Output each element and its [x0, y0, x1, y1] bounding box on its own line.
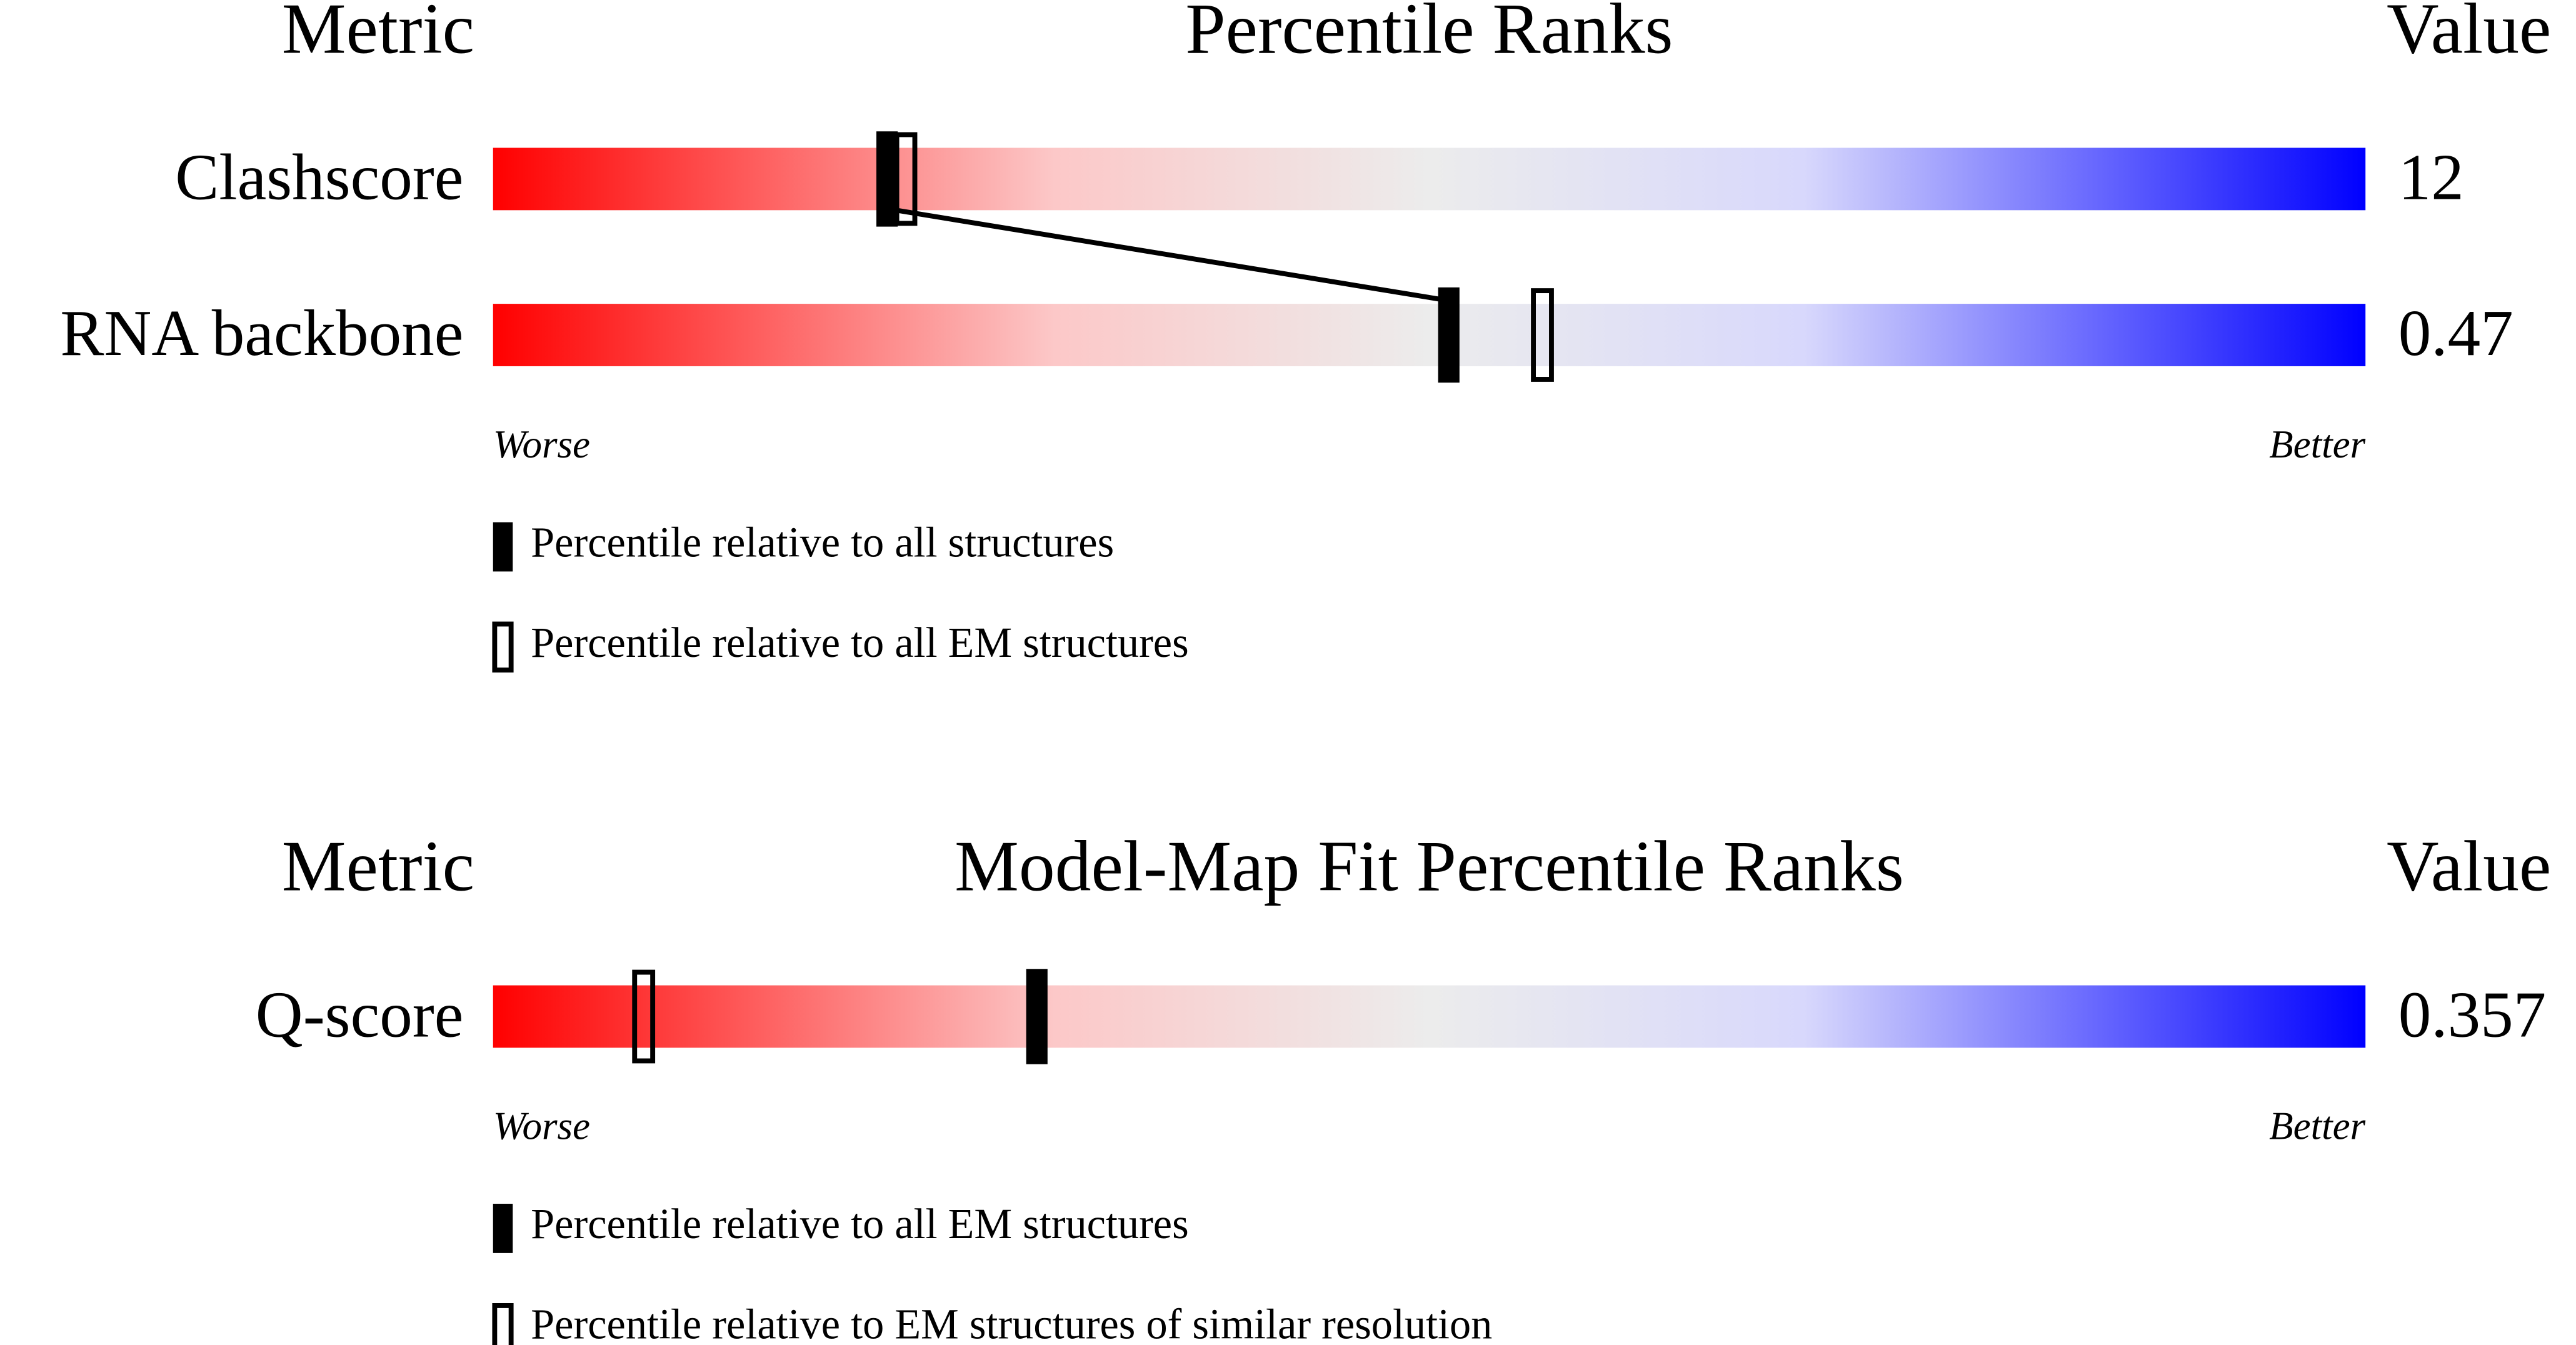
scale-better: Better	[2269, 422, 2366, 466]
metric-value: 12	[2398, 140, 2464, 213]
metric-value: 0.357	[2398, 978, 2546, 1051]
metric-header: Metric	[282, 0, 474, 69]
value-header: Value	[2387, 0, 2551, 69]
percentile-marker-hollow	[1531, 288, 1554, 382]
legend-text: Percentile relative to EM structures of …	[531, 1300, 1492, 1345]
scale-worse: Worse	[493, 422, 590, 466]
scale-worse: Worse	[493, 1104, 590, 1148]
percentile-marker-hollow	[894, 132, 918, 226]
legend-icon-filled	[493, 522, 513, 572]
legend-text: Percentile relative to all EM structures	[531, 1200, 1189, 1248]
percentile-bar	[493, 985, 2366, 1048]
percentile-marker-hollow	[632, 969, 656, 1064]
legend-icon-hollow	[492, 621, 514, 672]
legend-text: Percentile relative to all structures	[531, 519, 1114, 566]
metric-label: Q-score	[256, 978, 464, 1051]
metric-label: Clashscore	[175, 140, 463, 213]
percentile-marker-filled	[1026, 969, 1048, 1064]
percentile-bar	[493, 148, 2366, 211]
panel-title: Percentile Ranks	[1185, 0, 1673, 69]
panel-title: Model-Map Fit Percentile Ranks	[955, 826, 1904, 906]
scale-better: Better	[2269, 1104, 2366, 1148]
legend-text: Percentile relative to all EM structures	[531, 619, 1189, 666]
value-header: Value	[2387, 826, 2551, 906]
percentile-marker-filled	[1438, 287, 1460, 383]
metric-label: RNA backbone	[60, 296, 463, 369]
legend-icon-filled	[493, 1204, 513, 1253]
percentile-bar	[493, 304, 2366, 366]
metric-value: 0.47	[2398, 296, 2513, 369]
legend-icon-hollow	[492, 1302, 514, 1345]
metric-header: Metric	[282, 826, 474, 906]
connector-line	[886, 206, 1449, 303]
